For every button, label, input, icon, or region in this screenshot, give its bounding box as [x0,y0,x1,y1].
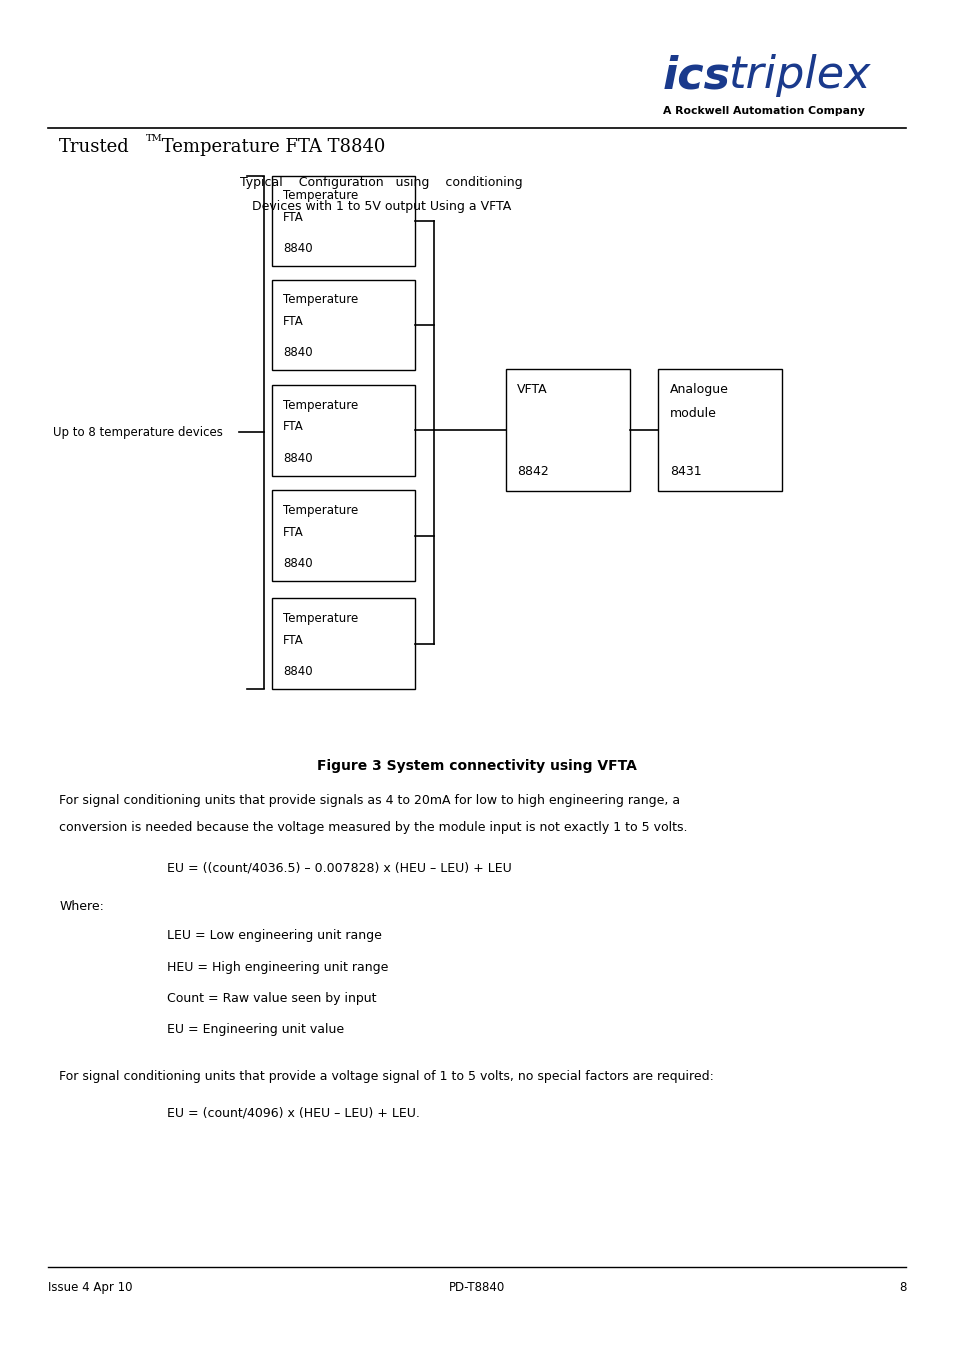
Text: Temperature: Temperature [283,504,358,517]
Text: 8840: 8840 [283,451,313,465]
Bar [272,385,415,476]
Text: Temperature: Temperature [283,293,358,307]
Text: TM: TM [146,134,163,143]
Text: For signal conditioning units that provide a voltage signal of 1 to 5 volts, no : For signal conditioning units that provi… [59,1070,713,1084]
Text: EU = ((count/4036.5) – 0.007828) x (HEU – LEU) + LEU: EU = ((count/4036.5) – 0.007828) x (HEU … [167,862,511,875]
Text: LEU = Low engineering unit range: LEU = Low engineering unit range [167,929,381,943]
Text: PD-T8840: PD-T8840 [449,1281,504,1294]
Text: For signal conditioning units that provide signals as 4 to 20mA for low to high : For signal conditioning units that provi… [59,794,679,808]
Text: ics: ics [662,54,730,97]
Text: Issue 4 Apr 10: Issue 4 Apr 10 [48,1281,132,1294]
Text: FTA: FTA [283,420,304,434]
Bar [505,370,629,492]
Text: A Rockwell Automation Company: A Rockwell Automation Company [662,105,864,116]
Bar [272,176,415,266]
Text: EU = (count/4096) x (HEU – LEU) + LEU.: EU = (count/4096) x (HEU – LEU) + LEU. [167,1106,419,1120]
Text: FTA: FTA [283,526,304,539]
Text: Figure 3 System connectivity using VFTA: Figure 3 System connectivity using VFTA [316,759,637,773]
Text: FTA: FTA [283,211,304,224]
Text: FTA: FTA [283,634,304,647]
Bar [658,370,781,492]
Text: 8431: 8431 [669,465,700,478]
Text: VFTA: VFTA [517,384,547,396]
Text: HEU = High engineering unit range: HEU = High engineering unit range [167,961,388,974]
Text: 8840: 8840 [283,242,313,255]
Text: Trusted: Trusted [59,138,130,155]
Text: Devices with 1 to 5V output Using a VFTA: Devices with 1 to 5V output Using a VFTA [252,200,511,213]
Text: Where:: Where: [59,900,104,913]
Text: Analogue: Analogue [669,384,728,396]
Text: 8842: 8842 [517,465,548,478]
Text: 8840: 8840 [283,665,313,678]
Text: Typical    Configuration   using    conditioning: Typical Configuration using conditioning [240,176,522,189]
Text: Temperature: Temperature [283,399,358,412]
Text: 8840: 8840 [283,346,313,359]
Text: module: module [669,408,716,420]
Text: EU = Engineering unit value: EU = Engineering unit value [167,1023,344,1036]
Bar [272,598,415,689]
Text: triplex: triplex [727,54,869,97]
Bar [272,280,415,370]
Text: Count = Raw value seen by input: Count = Raw value seen by input [167,992,376,1005]
Text: Up to 8 temperature devices: Up to 8 temperature devices [53,426,223,439]
Text: Temperature FTA T8840: Temperature FTA T8840 [155,138,384,155]
Bar [272,490,415,581]
Text: 8: 8 [898,1281,905,1294]
Text: FTA: FTA [283,315,304,328]
Text: Temperature: Temperature [283,189,358,203]
Text: conversion is needed because the voltage measured by the module input is not exa: conversion is needed because the voltage… [59,821,687,835]
Text: Temperature: Temperature [283,612,358,626]
Text: 8840: 8840 [283,557,313,570]
